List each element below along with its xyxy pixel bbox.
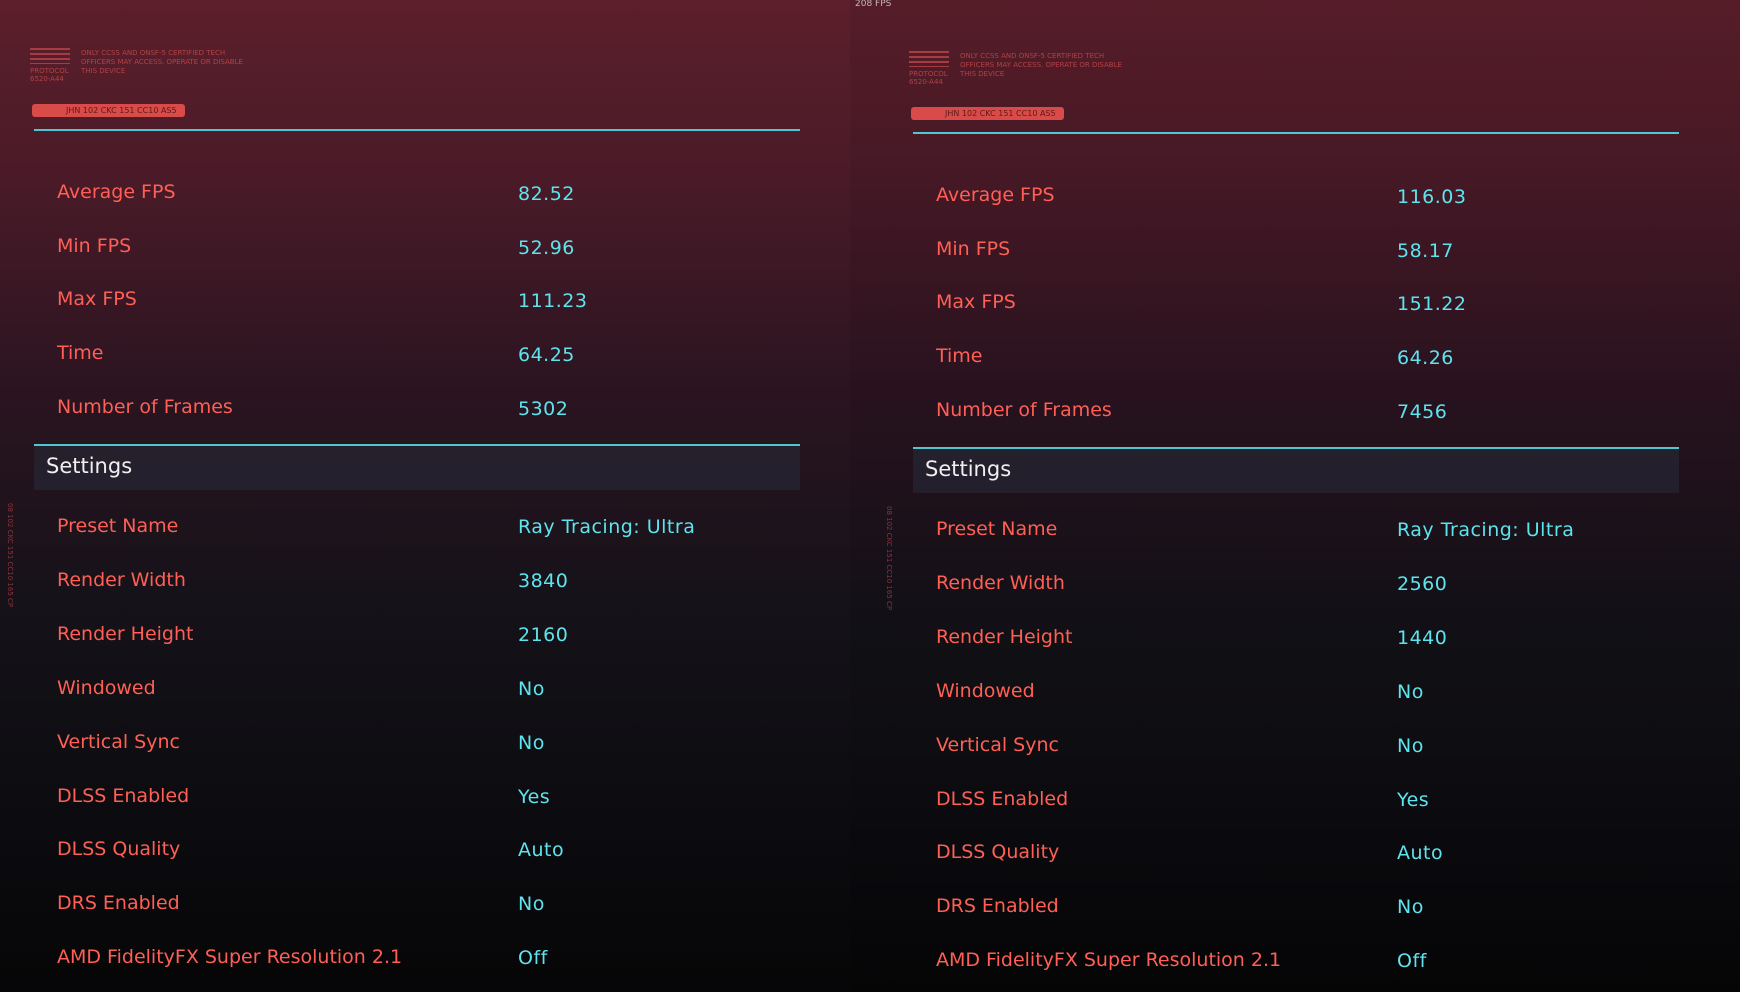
setting-label: Vertical Sync bbox=[936, 733, 1059, 756]
result-value: 111.23 bbox=[518, 290, 588, 313]
setting-label: AMD FidelityFX Super Resolution 2.1 bbox=[57, 946, 403, 969]
result-value: 5302 bbox=[518, 397, 569, 420]
setting-label: DLSS Enabled bbox=[936, 787, 1069, 810]
result-label: Max FPS bbox=[57, 288, 137, 311]
setting-label: DLSS Quality bbox=[936, 841, 1060, 864]
right-backdrop bbox=[850, 0, 1740, 992]
setting-value: Ray Tracing: Ultra bbox=[1397, 519, 1575, 541]
setting-label: Render Height bbox=[57, 622, 194, 645]
result-value: 82.52 bbox=[518, 183, 575, 205]
setting-value: No bbox=[1397, 680, 1424, 703]
logo-mark bbox=[30, 48, 70, 64]
result-label: Average FPS bbox=[936, 184, 1055, 206]
setting-value: 2160 bbox=[518, 623, 569, 646]
header-rule bbox=[913, 132, 1679, 134]
protocol-code: 6520-A44 bbox=[909, 78, 943, 86]
side-code: 08 102 CKC 151 CC10 165 CP bbox=[6, 503, 14, 608]
setting-label: DLSS Quality bbox=[57, 838, 181, 861]
setting-value: 2560 bbox=[1397, 572, 1448, 595]
result-value: 64.25 bbox=[518, 344, 575, 367]
result-label: Time bbox=[936, 345, 983, 368]
result-value: 52.96 bbox=[518, 236, 575, 259]
result-value: 116.03 bbox=[1397, 186, 1467, 208]
setting-value: No bbox=[1397, 896, 1424, 919]
setting-label: Render Width bbox=[57, 568, 186, 591]
settings-band bbox=[34, 446, 800, 490]
device-notice: ONLY CCSS AND ONSF-5 CERTIFIED TECH OFFI… bbox=[960, 52, 1122, 78]
setting-label: Windowed bbox=[57, 676, 156, 699]
setting-label: Preset Name bbox=[936, 518, 1058, 540]
setting-value: No bbox=[1397, 734, 1424, 757]
setting-label: Render Width bbox=[936, 571, 1065, 594]
result-label: Average FPS bbox=[57, 181, 176, 203]
result-label: Time bbox=[57, 342, 104, 365]
settings-title: Settings bbox=[46, 454, 133, 478]
result-label: Min FPS bbox=[936, 237, 1011, 260]
setting-label: Render Height bbox=[936, 625, 1073, 648]
setting-value: Off bbox=[1397, 950, 1427, 973]
setting-value: No bbox=[518, 893, 545, 916]
setting-value: No bbox=[518, 677, 545, 700]
setting-label: Vertical Sync bbox=[57, 730, 180, 753]
settings-title: Settings bbox=[925, 457, 1012, 481]
side-code: 08 102 CKC 151 CC10 165 CP bbox=[885, 506, 893, 611]
result-value: 151.22 bbox=[1397, 293, 1467, 316]
logo-mark bbox=[909, 51, 949, 67]
result-label: Number of Frames bbox=[57, 395, 233, 418]
setting-value: Auto bbox=[518, 839, 565, 862]
setting-value: No bbox=[518, 731, 545, 754]
setting-label: DRS Enabled bbox=[936, 895, 1059, 918]
setting-value: Yes bbox=[1397, 788, 1430, 811]
settings-band bbox=[913, 449, 1679, 493]
setting-label: DRS Enabled bbox=[57, 892, 180, 915]
setting-value: Yes bbox=[518, 785, 551, 808]
header-code: JHN 102 CKC 151 CC10 AS5 bbox=[32, 104, 185, 117]
setting-label: Windowed bbox=[936, 679, 1035, 702]
setting-value: Ray Tracing: Ultra bbox=[518, 516, 696, 538]
settings-rule bbox=[913, 447, 1679, 449]
result-value: 64.26 bbox=[1397, 347, 1454, 370]
device-notice: ONLY CCSS AND ONSF-5 CERTIFIED TECH OFFI… bbox=[81, 49, 243, 75]
result-value: 58.17 bbox=[1397, 239, 1454, 262]
protocol-label: PROTOCOL bbox=[30, 67, 69, 75]
result-label: Number of Frames bbox=[936, 398, 1112, 421]
setting-value: 1440 bbox=[1397, 626, 1448, 649]
settings-rule bbox=[34, 444, 800, 446]
setting-label: DLSS Enabled bbox=[57, 784, 190, 807]
protocol-label: PROTOCOL bbox=[909, 70, 948, 78]
setting-label: Preset Name bbox=[57, 515, 179, 537]
setting-value: Auto bbox=[1397, 842, 1444, 865]
setting-value: Off bbox=[518, 947, 548, 970]
setting-label: AMD FidelityFX Super Resolution 2.1 bbox=[936, 949, 1282, 972]
fps-counter: 208 FPS bbox=[855, 0, 892, 9]
header-rule bbox=[34, 129, 800, 131]
result-value: 7456 bbox=[1397, 400, 1448, 423]
header-code: JHN 102 CKC 151 CC10 AS5 bbox=[911, 107, 1064, 120]
result-label: Min FPS bbox=[57, 234, 132, 257]
setting-value: 3840 bbox=[518, 569, 569, 592]
protocol-code: 6520-A44 bbox=[30, 75, 64, 83]
result-label: Max FPS bbox=[936, 291, 1016, 314]
